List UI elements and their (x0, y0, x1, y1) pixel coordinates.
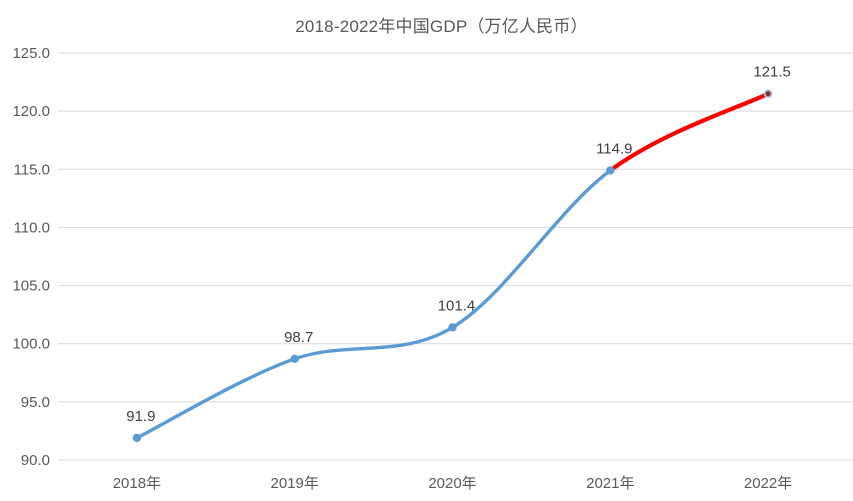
y-axis-tick-label: 95.0 (21, 394, 50, 411)
y-axis-tick-label: 115.0 (14, 161, 50, 178)
y-axis-tick-label: 125.0 (12, 45, 50, 62)
y-axis-tick-label: 90.0 (21, 452, 50, 469)
x-axis-tick-label: 2021年 (586, 475, 634, 492)
data-point-marker (290, 354, 299, 364)
data-label: 114.9 (596, 140, 632, 157)
x-axis-tick-label: 2020年 (428, 475, 476, 492)
y-axis-tick-label: 120.0 (12, 103, 50, 120)
x-axis-tick-label: 2019年 (271, 475, 319, 492)
gdp-line-main-segment (135, 168, 612, 440)
y-axis-tick-label: 110.0 (14, 219, 50, 236)
y-axis-tick-label: 100.0 (12, 336, 50, 353)
data-point-marker (448, 323, 457, 332)
data-label: 98.7 (284, 329, 313, 346)
data-point-marker-highlight (763, 89, 773, 98)
data-label: 121.5 (753, 64, 791, 81)
data-label: 91.9 (126, 408, 155, 425)
data-point-marker (132, 433, 142, 443)
y-axis-tick-label: 105.0 (12, 278, 50, 295)
data-label: 101.4 (438, 297, 476, 314)
x-axis-tick-label: 2018年 (113, 475, 161, 492)
gdp-line-highlight-segment (608, 91, 771, 173)
data-point-marker (606, 166, 615, 175)
chart-title: 2018-2022年中国GDP（万亿人民币） (295, 17, 588, 36)
x-axis-tick-label: 2022年 (744, 475, 792, 492)
